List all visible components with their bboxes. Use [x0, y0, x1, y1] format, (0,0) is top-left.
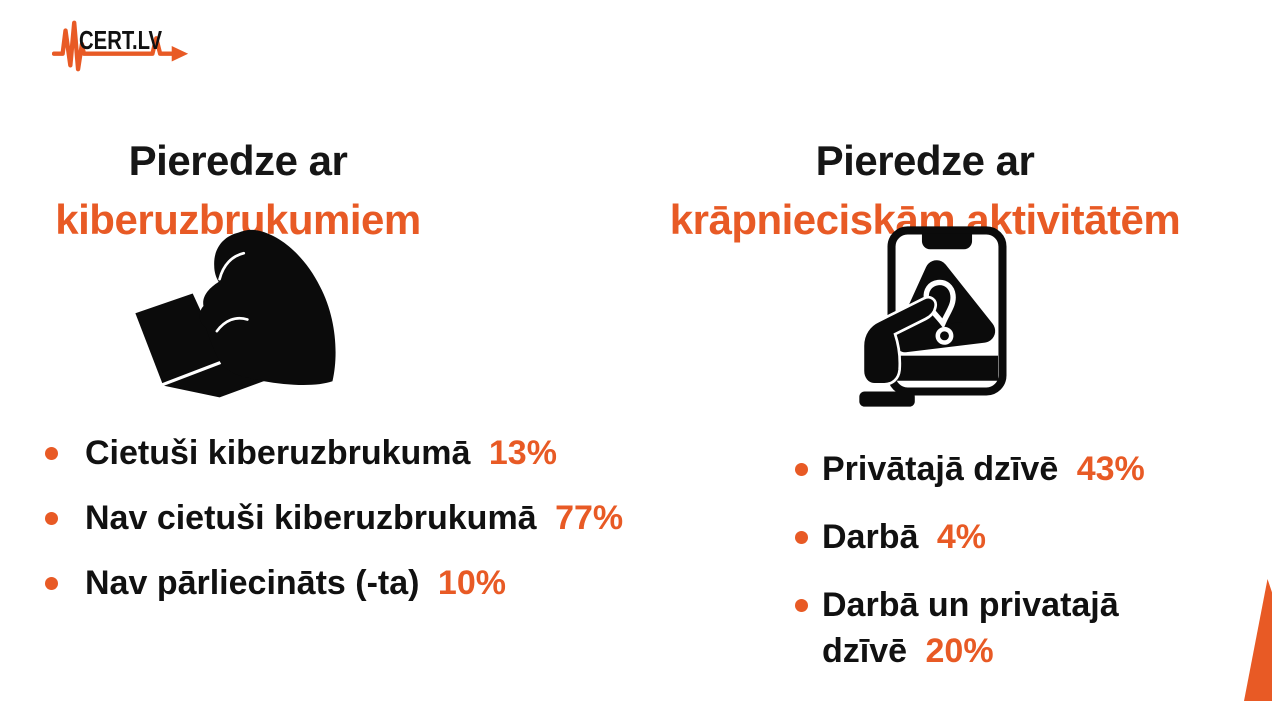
bullet-value: 4%	[936, 518, 986, 556]
left-bullet-list: Cietuši kiberuzbrukumā 13% Nav cietuši k…	[45, 430, 665, 625]
left-heading: Pieredze ar kiberuzbrukumiem	[0, 131, 476, 249]
bullet-label: Darbā un privatajā dzīvē	[822, 586, 1119, 670]
bullet-dot-icon	[795, 531, 808, 544]
bullet-value: 77%	[555, 499, 624, 537]
pulse-line-icon	[52, 20, 189, 72]
list-item: Nav pārliecināts (-ta) 10%	[45, 560, 665, 606]
bullet-label: Darbā	[822, 518, 919, 556]
bullet-value: 13%	[488, 434, 557, 472]
right-bullet-list: Privātajā dzīvē 43% Darbā 4% Darbā un pr…	[795, 446, 1167, 696]
list-item: Cietuši kiberuzbrukumā 13%	[45, 430, 665, 476]
corner-accent-shape	[1244, 579, 1272, 701]
right-heading-line1: Pieredze ar	[815, 136, 1035, 184]
hand-icon	[861, 295, 938, 386]
bullet-label: Privātajā dzīvē	[822, 450, 1059, 488]
hacker-laptop-icon	[135, 229, 336, 398]
bullet-value: 20%	[925, 632, 994, 670]
bullet-label: Cietuši kiberuzbrukumā	[85, 434, 471, 472]
bullet-value: 43%	[1076, 450, 1145, 488]
bullet-dot-icon	[45, 447, 58, 460]
bullet-dot-icon	[795, 463, 808, 476]
bullet-value: 10%	[437, 564, 506, 602]
cert-lv-logo: CERT.LV	[52, 20, 189, 72]
bullet-label: Nav pārliecināts (-ta)	[85, 564, 420, 602]
left-heading-line1: Pieredze ar	[128, 136, 348, 184]
phone-warning-icon	[859, 226, 1007, 407]
list-item: Darbā un privatajā dzīvē 20%	[795, 582, 1167, 674]
logo-text: CERT.LV	[79, 25, 163, 55]
bullet-dot-icon	[45, 512, 58, 525]
list-item: Darbā 4%	[795, 514, 1167, 560]
list-item: Privātajā dzīvē 43%	[795, 446, 1167, 492]
bullet-dot-icon	[795, 599, 808, 612]
list-item: Nav cietuši kiberuzbrukumā 77%	[45, 495, 665, 541]
bullet-dot-icon	[45, 577, 58, 590]
bullet-label: Nav cietuši kiberuzbrukumā	[85, 499, 537, 537]
